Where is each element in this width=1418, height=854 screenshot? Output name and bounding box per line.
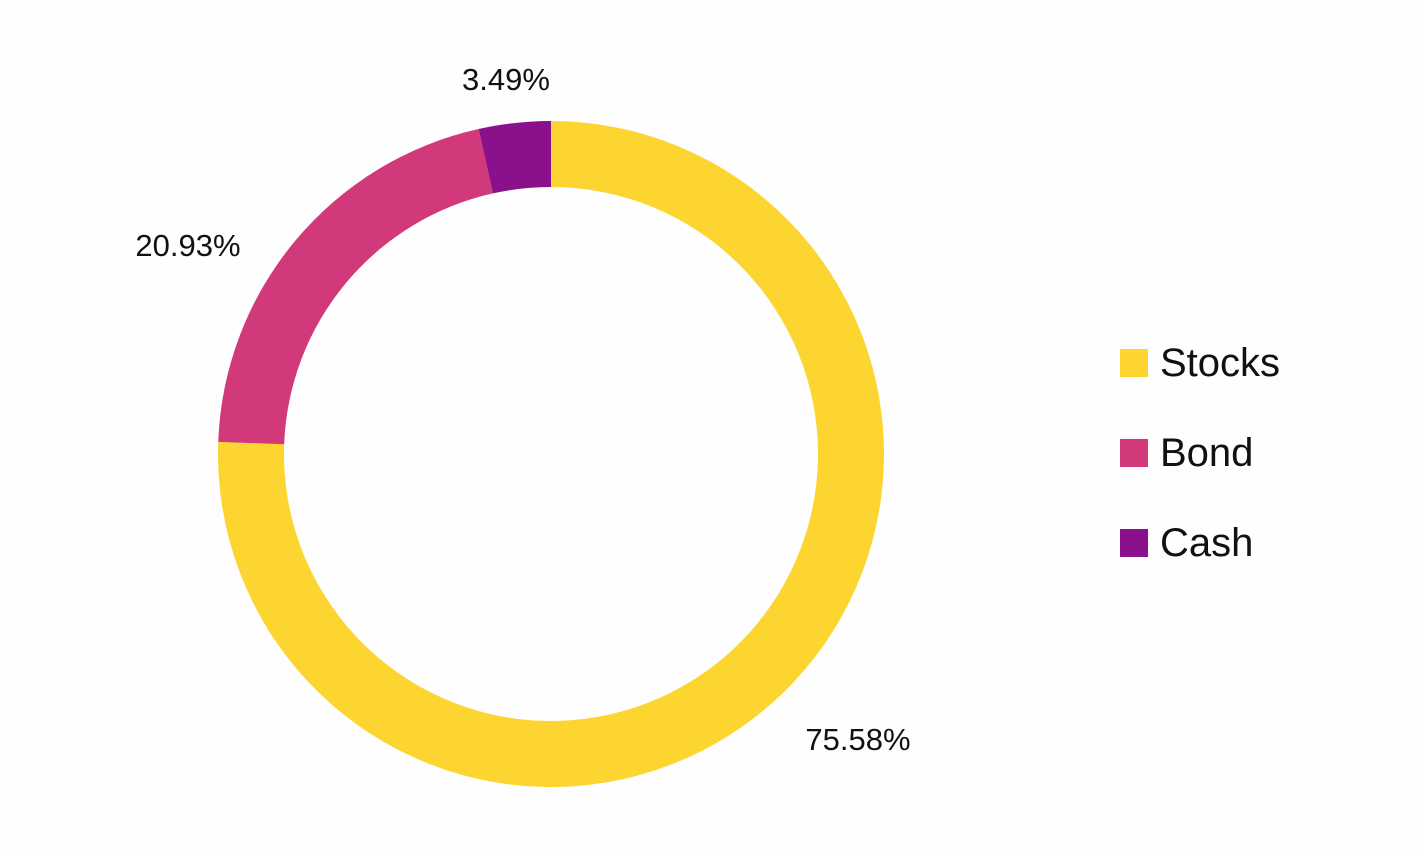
legend-swatch-bond — [1120, 439, 1148, 467]
data-label-stocks: 75.58% — [805, 722, 910, 757]
legend: Stocks Bond Cash — [1120, 340, 1280, 610]
data-label-bond: 20.93% — [135, 228, 240, 263]
legend-label-bond: Bond — [1160, 431, 1254, 475]
donut-slice-cash[interactable] — [478, 121, 551, 194]
data-labels: 75.58% 20.93% 3.49% — [135, 62, 910, 757]
legend-item-bond[interactable]: Bond — [1120, 430, 1280, 476]
donut-slice-bond[interactable] — [218, 128, 493, 445]
legend-swatch-cash — [1120, 529, 1148, 557]
legend-swatch-stocks — [1120, 349, 1148, 377]
legend-label-stocks: Stocks — [1160, 341, 1281, 385]
donut-slices — [217, 121, 884, 787]
data-label-cash: 3.49% — [462, 62, 550, 97]
legend-item-stocks[interactable]: Stocks — [1120, 340, 1280, 386]
legend-label-cash: Cash — [1160, 521, 1254, 565]
legend-item-cash[interactable]: Cash — [1120, 520, 1280, 566]
